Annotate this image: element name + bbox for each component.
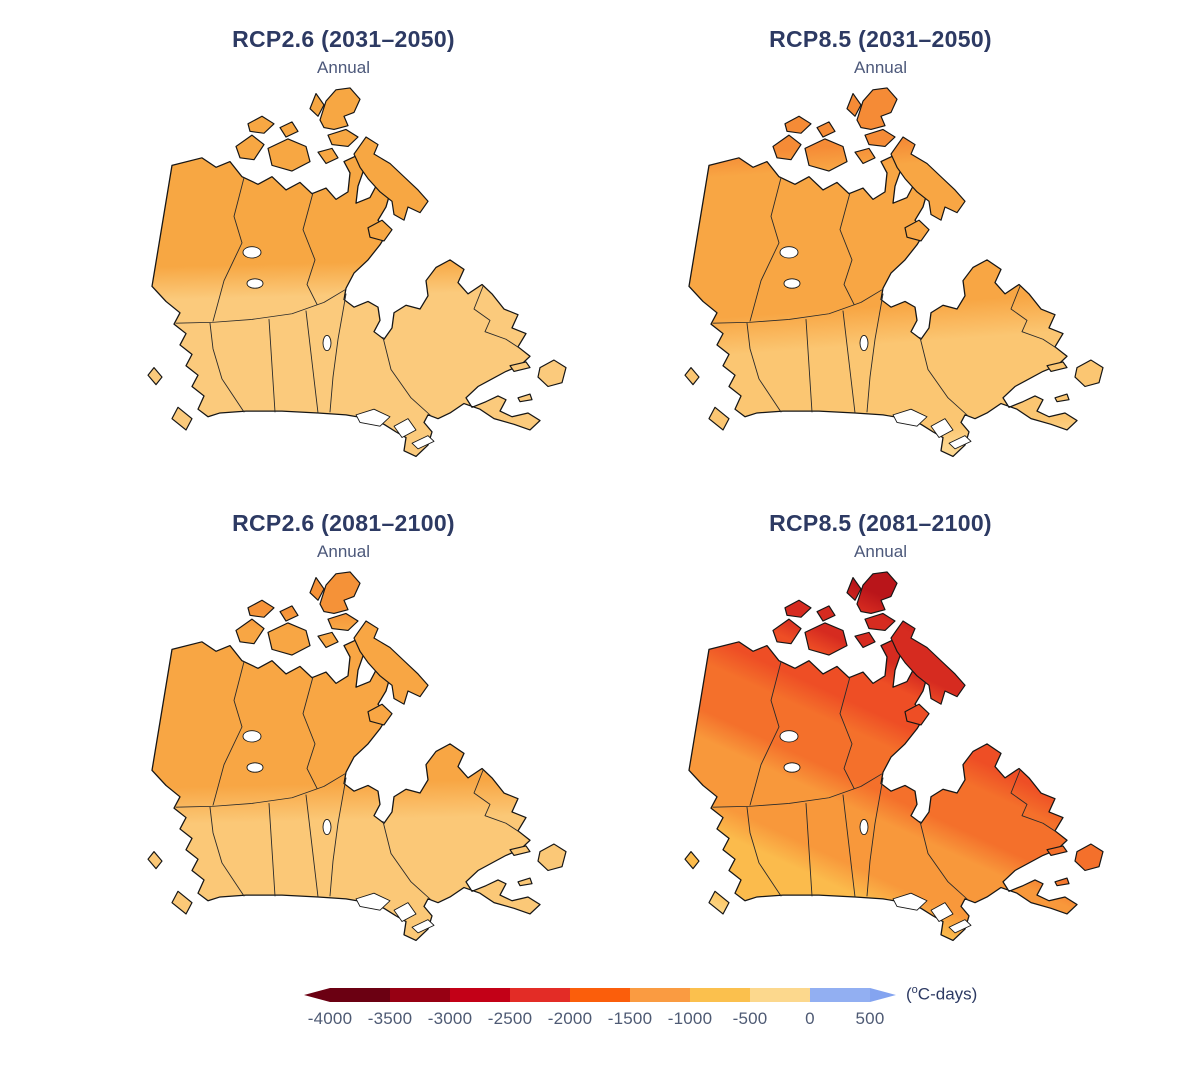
colorbar: (oC-days) -4000 -3500 -3000 -2500 -2000 -1500… bbox=[0, 984, 1200, 1033]
canada-map-rcp85-2081-2100 bbox=[683, 571, 1104, 942]
colorbar-tick-label: -1000 bbox=[667, 1009, 713, 1028]
colorbar-tick-label: -4000 bbox=[307, 1009, 353, 1028]
panel-title: RCP2.6 (2031–2050) bbox=[232, 26, 455, 52]
colorbar-arrow-left bbox=[304, 988, 330, 1002]
colorbar-segment bbox=[810, 988, 870, 1002]
colorbar-segment bbox=[330, 988, 390, 1002]
panel-rcp26-2081-2100: RCP2.6 (2081–2100) Annual bbox=[86, 500, 601, 948]
panel-subtitle: Annual bbox=[854, 542, 907, 561]
colorbar-tick-label: 500 bbox=[855, 1009, 885, 1028]
panel-title: RCP8.5 (2031–2050) bbox=[769, 26, 992, 52]
colorbar-segment bbox=[630, 988, 690, 1002]
degree-symbol: o bbox=[911, 984, 918, 996]
colorbar-ticks: -4000 -3500 -3000 -2500 -2000 -1500 -1000 -500 0… bbox=[308, 1009, 885, 1033]
panel-rcp85-2081-2100: RCP8.5 (2081–2100) Annual bbox=[623, 500, 1138, 948]
colorbar-tick-label: -1500 bbox=[607, 1009, 653, 1028]
colorbar-tick-label: -2500 bbox=[487, 1009, 533, 1028]
colorbar-segment bbox=[690, 988, 750, 1002]
panel-title: RCP2.6 (2081–2100) bbox=[232, 510, 455, 536]
canada-map-rcp26-2031-2050 bbox=[146, 87, 567, 458]
colorbar-unit-label: (oC-days) bbox=[906, 984, 978, 1004]
colorbar-arrow-right bbox=[870, 988, 896, 1002]
panel-rcp85-2031-2050: RCP8.5 (2031–2050) Annual bbox=[623, 16, 1138, 464]
colorbar-segment bbox=[570, 988, 630, 1002]
colorbar-tick-label: -3000 bbox=[427, 1009, 473, 1028]
canada-map-rcp85-2031-2050 bbox=[683, 87, 1104, 458]
panel-subtitle: Annual bbox=[854, 58, 907, 77]
colorbar-segment bbox=[390, 988, 450, 1002]
panel-subtitle: Annual bbox=[317, 58, 370, 77]
colorbar-tick-label: -2000 bbox=[547, 1009, 593, 1028]
map-panels-grid: RCP2.6 (2031–2050) Annual RCP8.5 (2031–2… bbox=[86, 16, 1200, 948]
canada-map-rcp26-2081-2100 bbox=[146, 571, 567, 942]
colorbar-tick-label: 0 bbox=[805, 1009, 815, 1028]
panel-rcp26-2031-2050: RCP2.6 (2031–2050) Annual bbox=[86, 16, 601, 464]
colorbar-segment bbox=[510, 988, 570, 1002]
colorbar-segments bbox=[330, 988, 870, 1002]
colorbar-tick-label: -500 bbox=[732, 1009, 768, 1028]
colorbar-segment bbox=[750, 988, 810, 1002]
panel-title: RCP8.5 (2081–2100) bbox=[769, 510, 992, 536]
panel-subtitle: Annual bbox=[317, 542, 370, 561]
colorbar-tick-label: -3500 bbox=[367, 1009, 413, 1028]
colorbar-segment bbox=[450, 988, 510, 1002]
colorbar-assembly: (oC-days) -4000 -3500 -3000 -2500 -2000 -1500… bbox=[304, 984, 977, 1033]
